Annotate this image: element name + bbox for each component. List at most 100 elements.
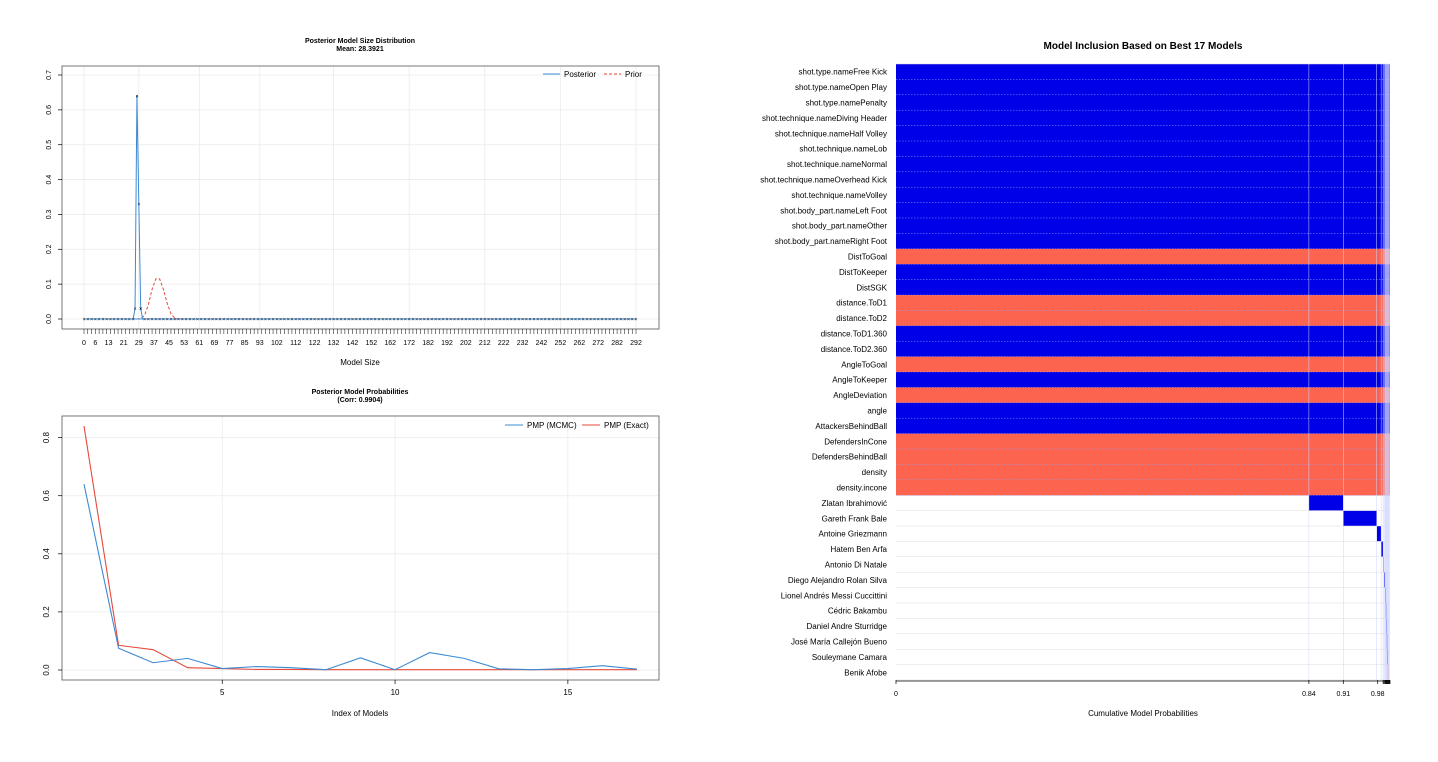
chart1-posterior-point: × [317, 317, 320, 323]
heatmap-variable-label: José María Callejón Bueno [791, 638, 888, 647]
chart1-x-tick-label: 272 [592, 340, 604, 347]
chart1-posterior-point: × [555, 317, 558, 323]
chart1-posterior-point: × [434, 317, 437, 323]
chart1-posterior-point: × [340, 317, 343, 323]
chart1-y-tick-label: 0.4 [46, 175, 53, 185]
chart1-y-tick-label: 0.2 [46, 244, 53, 254]
chart1-posterior-point: × [483, 317, 486, 323]
chart1-posterior-point: × [143, 317, 146, 323]
chart1-posterior-point: × [525, 317, 528, 323]
chart1-posterior-point: × [563, 317, 566, 323]
chart1-posterior-point: × [135, 94, 138, 100]
chart1-posterior-point: × [294, 317, 297, 323]
chart1-x-tick-label: 85 [241, 340, 249, 347]
heatmap-cell [896, 264, 1390, 280]
chart2-y-tick-label: 0.2 [42, 606, 51, 618]
chart1-posterior-point: × [453, 317, 456, 323]
chart1-posterior-point: × [559, 317, 562, 323]
chart1-posterior-point: × [430, 317, 433, 323]
chart1-y-tick-label: 0.7 [46, 70, 53, 80]
chart1-posterior-point: × [325, 317, 328, 323]
heatmap-cell [896, 94, 1390, 111]
chart1-posterior-point: × [256, 317, 259, 323]
heatmap-x-axis: 0 0.84 0.91 0.98 [894, 680, 1391, 698]
chart2-y-tick-label: 0.4 [42, 548, 51, 560]
heatmap-variable-label: distance.ToD1 [836, 299, 887, 308]
chart1-x-tick-label: 292 [630, 340, 642, 347]
heatmap-variable-label: Daniel Andre Sturridge [807, 622, 888, 631]
chart1-posterior-point: × [287, 317, 290, 323]
heatmap-variable-label: Cédric Bakambu [828, 607, 887, 616]
chart1-posterior-point: × [222, 317, 225, 323]
chart1-posterior-point: × [230, 317, 233, 323]
chart1-posterior-point: × [362, 317, 365, 323]
chart1-posterior-point: × [86, 317, 89, 323]
chart1-posterior-point: × [427, 317, 430, 323]
chart1-posterior-point: × [408, 317, 411, 323]
chart1-posterior-point: × [177, 317, 180, 323]
heatmap-variable-label: shot.body_part.nameLeft Foot [780, 206, 888, 215]
chart2-grid [62, 416, 659, 680]
chart1-posterior-point: × [521, 317, 524, 323]
chart1-y-tick-label: 0.1 [46, 279, 53, 289]
heatmap-variable-label: Benik Afobe [844, 668, 887, 677]
chart1-posterior-point: × [619, 317, 622, 323]
chart1-posterior-point: × [635, 317, 638, 323]
chart1-posterior-point: × [94, 317, 97, 323]
chart1-posterior-point: × [491, 317, 494, 323]
chart1-plot-frame [61, 65, 660, 330]
chart1-posterior-point: × [574, 317, 577, 323]
chart1-series-posterior-line [132, 95, 145, 320]
heatmap-cell [896, 387, 1390, 404]
heatmap-cell [1384, 572, 1386, 588]
heatmap-variable-label: DefendersBehindBall [812, 453, 887, 462]
chart1-posterior-point: × [135, 94, 138, 100]
heatmap-variable-label: shot.technique.nameNormal [787, 160, 887, 169]
heatmap-x-tick-label: 0 [894, 691, 898, 698]
heatmap-variable-label: AngleDeviation [833, 391, 887, 400]
chart1-x-tick-label: 252 [555, 340, 567, 347]
heatmap-cell [896, 433, 1390, 450]
chart1-posterior-point: × [272, 317, 275, 323]
chart1-title: Posterior Model Size Distribution [305, 38, 415, 45]
heatmap-variable-labels: shot.type.nameFree Kick shot.type.nameOpe… [760, 68, 888, 678]
chart1-posterior-point: × [585, 317, 588, 323]
heatmap-cell [1376, 526, 1382, 542]
chart1-posterior-point: × [343, 317, 346, 323]
heatmap-x-tick-label: 0.91 [1336, 691, 1350, 698]
chart1-posterior-point: × [355, 317, 358, 323]
chart1-posterior-point: × [612, 317, 615, 323]
chart1-posterior-point: × [359, 317, 362, 323]
chart1-posterior-point: × [290, 317, 293, 323]
chart1-x-tick-label: 262 [573, 340, 585, 347]
chart1-posterior-point: × [536, 317, 539, 323]
chart1-posterior-point: × [249, 317, 252, 323]
chart1-posterior-point: × [517, 317, 520, 323]
heatmap-variable-label: DefendersInCone [824, 437, 887, 446]
heatmap-cell [1383, 556, 1385, 573]
heatmap-cell [896, 248, 1390, 265]
heatmap-cell [896, 125, 1390, 142]
heatmap-variable-label: angle [867, 407, 887, 416]
chart1-x-tick-label: 142 [347, 340, 359, 347]
chart1-posterior-point: × [457, 317, 460, 323]
chart1-posterior-point: × [234, 317, 237, 323]
chart1-legend: Posterior Prior [543, 70, 642, 79]
heatmap-cell [896, 79, 1390, 96]
chart1-posterior-point: × [442, 317, 445, 323]
chart1-posterior-point: × [389, 317, 392, 323]
heatmap-cell [896, 464, 1390, 481]
chart1-posterior-point: × [566, 317, 569, 323]
chart1-posterior-point: × [120, 317, 123, 323]
chart1-posterior-point: × [188, 317, 191, 323]
chart1-posterior-point: × [480, 317, 483, 323]
heatmap-cell [896, 279, 1390, 296]
chart1-posterior-point: × [604, 317, 607, 323]
heatmap-cell [896, 449, 1390, 465]
chart1-posterior-point: × [623, 317, 626, 323]
chart1-y-tick-label: 0.6 [46, 105, 53, 115]
chart1-posterior-point: × [306, 317, 309, 323]
chart1-x-tick-label: 21 [120, 340, 128, 347]
chart1-series: × × × × × × × × × × × × × ×××× × × × × × × × × × × × × × × × × × × × × × × ×… [83, 94, 638, 323]
chart1-posterior-point: × [162, 317, 165, 323]
